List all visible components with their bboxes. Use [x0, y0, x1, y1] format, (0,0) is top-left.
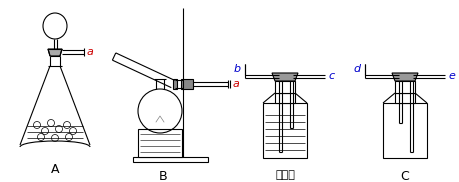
Text: c: c	[328, 71, 334, 81]
Bar	[395, 81, 415, 93]
Bar	[275, 81, 295, 93]
Bar	[275, 93, 295, 103]
Bar	[263, 103, 307, 158]
Bar	[383, 103, 427, 158]
Text: e: e	[448, 71, 455, 81]
Text: d: d	[354, 64, 361, 74]
Text: C: C	[401, 170, 409, 182]
Text: a: a	[87, 47, 94, 57]
Text: A: A	[51, 163, 59, 176]
Text: b: b	[234, 64, 241, 74]
Polygon shape	[48, 49, 62, 56]
Bar	[133, 157, 208, 162]
Bar	[173, 79, 177, 89]
Text: B: B	[159, 170, 168, 182]
Polygon shape	[272, 73, 298, 81]
Bar	[395, 93, 415, 103]
Bar	[138, 129, 182, 157]
Text: 浓硫酸: 浓硫酸	[275, 170, 295, 180]
Bar	[181, 79, 193, 89]
Polygon shape	[392, 73, 418, 81]
Text: a: a	[233, 79, 240, 89]
